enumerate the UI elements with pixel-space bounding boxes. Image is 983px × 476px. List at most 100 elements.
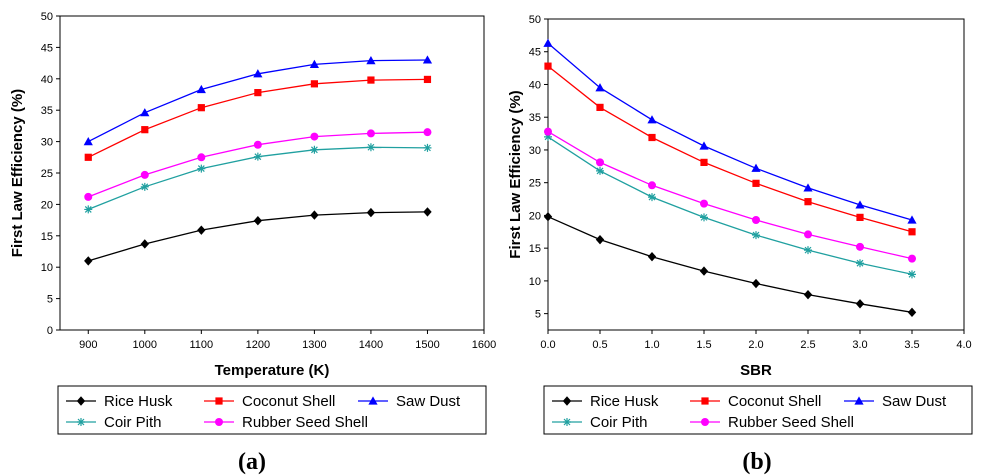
data-point xyxy=(856,242,864,251)
series-coir-pith xyxy=(84,143,432,214)
data-point xyxy=(253,69,263,78)
data-point xyxy=(908,228,916,236)
data-point xyxy=(699,141,709,150)
series-rice-husk xyxy=(543,212,917,318)
legend-label: Saw Dust xyxy=(396,393,461,410)
data-point xyxy=(197,153,206,162)
legend-entry: Saw Dust xyxy=(844,393,947,410)
legend-marker xyxy=(701,397,709,405)
data-point xyxy=(366,129,375,138)
legend-marker xyxy=(563,418,571,426)
legend-label: Rice Husk xyxy=(104,393,173,410)
data-point xyxy=(803,183,813,192)
data-point xyxy=(140,182,149,191)
series-rice-husk xyxy=(84,207,432,266)
data-point xyxy=(856,259,864,268)
data-point xyxy=(544,132,552,141)
legend-entry: Rice Husk xyxy=(552,393,659,410)
data-point xyxy=(197,104,205,112)
data-point xyxy=(310,145,319,154)
legend-marker xyxy=(368,396,378,405)
series-saw-dust xyxy=(543,38,917,224)
x-tick-label: 1.0 xyxy=(644,339,659,351)
series-line xyxy=(547,131,913,260)
series-line xyxy=(547,216,913,313)
data-point xyxy=(648,193,656,202)
y-axis-title: First Law Efficiency (%) xyxy=(9,89,26,257)
data-point xyxy=(366,207,376,218)
series-saw-dust xyxy=(83,55,433,146)
x-tick-label: 2.5 xyxy=(800,339,815,351)
data-point xyxy=(543,212,553,222)
y-tick-label: 10 xyxy=(529,276,541,288)
y-tick-label: 50 xyxy=(41,11,53,23)
data-point xyxy=(253,216,263,226)
data-point xyxy=(804,230,812,239)
data-point xyxy=(197,225,206,235)
data-point xyxy=(84,153,92,161)
data-point xyxy=(596,166,604,175)
data-point xyxy=(310,132,319,141)
x-axis-title: Temperature (K) xyxy=(215,362,330,379)
legend-marker xyxy=(562,396,572,406)
x-tick-label: 4.0 xyxy=(956,339,971,351)
data-point xyxy=(804,198,812,206)
y-tick-label: 35 xyxy=(41,105,53,117)
legend-label: Coir Pith xyxy=(590,414,648,431)
y-tick-label: 10 xyxy=(41,262,53,274)
data-point xyxy=(197,164,206,173)
y-tick-label: 45 xyxy=(529,47,541,59)
data-point xyxy=(752,179,760,187)
data-point xyxy=(367,76,375,84)
data-point xyxy=(253,152,262,161)
legend-marker xyxy=(76,396,86,406)
legend-label: Coconut Shell xyxy=(242,393,335,410)
legend-entry: Coir Pith xyxy=(66,414,162,431)
data-point xyxy=(804,246,812,255)
y-tick-label: 30 xyxy=(41,137,53,149)
data-point xyxy=(423,128,432,137)
data-point xyxy=(366,55,376,65)
legend-entry: Coconut Shell xyxy=(204,393,335,410)
data-point xyxy=(253,140,262,149)
x-tick-label: 900 xyxy=(79,339,97,351)
data-point xyxy=(310,210,319,220)
data-point xyxy=(140,239,149,249)
legend: Rice Husk Coconut Shell Saw Dust Coir Pith R… xyxy=(543,385,973,435)
series-coconut-shell xyxy=(84,75,432,161)
series-rubber-seed-shell xyxy=(544,127,916,263)
series-coconut-shell xyxy=(544,62,916,236)
legend-marker xyxy=(854,396,864,405)
data-point xyxy=(648,181,656,190)
x-tick-label: 1000 xyxy=(133,339,157,351)
legend-label: Rubber Seed Shell xyxy=(242,414,368,431)
x-tick-label: 3.0 xyxy=(852,339,867,351)
legend: Rice Husk Coconut Shell Saw Dust Coir Pith R… xyxy=(57,385,487,435)
panel-caption: (a) xyxy=(238,449,266,475)
legend-label: Rice Husk xyxy=(590,393,659,410)
legend-marker xyxy=(215,418,223,426)
legend-entry: Saw Dust xyxy=(358,393,461,410)
data-point xyxy=(699,266,709,276)
x-tick-label: 1.5 xyxy=(696,339,711,351)
data-point xyxy=(752,231,760,240)
data-point xyxy=(647,251,657,262)
legend-marker xyxy=(215,397,223,405)
data-point xyxy=(84,205,93,214)
data-point xyxy=(648,133,656,142)
data-point xyxy=(855,200,865,209)
data-point xyxy=(366,143,375,152)
legend-marker xyxy=(701,418,709,426)
legend-label: Rubber Seed Shell xyxy=(728,414,854,431)
y-tick-label: 20 xyxy=(41,199,53,211)
y-tick-label: 5 xyxy=(47,294,53,306)
y-tick-label: 50 xyxy=(529,14,541,26)
x-tick-label: 3.5 xyxy=(904,339,919,351)
y-axis-title: First Law Efficiency (%) xyxy=(507,90,524,258)
y-tick-label: 40 xyxy=(41,74,53,86)
data-point xyxy=(423,143,432,152)
legend-entry: Rubber Seed Shell xyxy=(690,414,854,431)
data-point xyxy=(84,192,93,201)
data-point xyxy=(83,137,93,146)
